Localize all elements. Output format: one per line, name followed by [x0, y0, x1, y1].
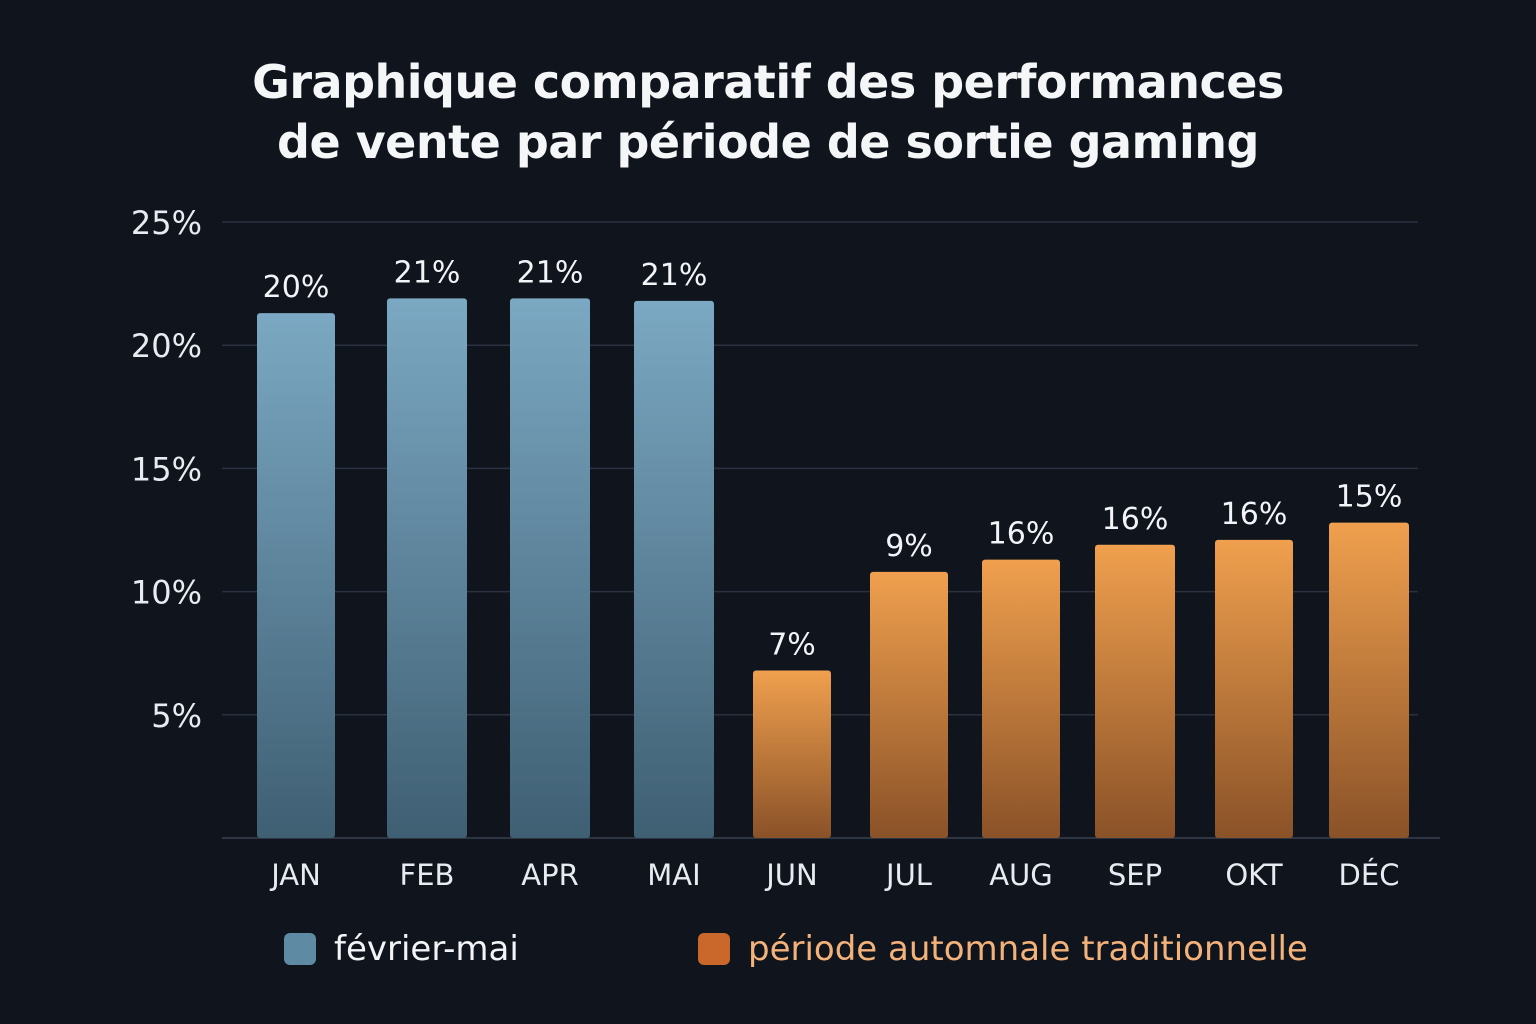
data-label-jun: 7%: [768, 627, 816, 662]
bar-apr[interactable]: [510, 298, 590, 838]
x-tick-label-jan: JAN: [269, 858, 321, 892]
bar-jan[interactable]: [257, 313, 335, 839]
bar-aug[interactable]: [982, 559, 1060, 838]
data-label-sep: 16%: [1102, 502, 1169, 537]
x-tick-label-feb: FEB: [400, 858, 455, 892]
bar-jul[interactable]: [870, 571, 948, 838]
data-label-apr: 21%: [517, 255, 584, 290]
y-tick-label: 25%: [131, 204, 202, 242]
y-axis-ticks: 5% 10% 15% 20% 25%: [131, 204, 202, 735]
y-tick-label: 10%: [131, 574, 202, 612]
data-labels: 20% 21% 21% 21% 7% 9% 16% 16% 16% 15%: [263, 255, 1403, 662]
legend-swatch-fevrier-mai: [284, 933, 316, 965]
x-tick-label-aug: AUG: [989, 858, 1053, 892]
bar-mai[interactable]: [634, 300, 714, 838]
data-label-déc: 15%: [1336, 480, 1403, 515]
chart-title-line-1: Graphique comparatif des performances: [252, 55, 1284, 109]
legend-label-periode-automnale: période automnale traditionnelle: [748, 929, 1308, 969]
x-tick-label-apr: APR: [521, 858, 578, 892]
chart-title-line-2: de vente par période de sortie gaming: [277, 115, 1259, 169]
x-tick-label-jul: JUL: [884, 858, 932, 892]
legend-item-fevrier-mai[interactable]: février-mai: [284, 926, 519, 972]
y-tick-label: 15%: [131, 450, 202, 488]
bar-déc[interactable]: [1329, 522, 1409, 838]
legend-label-fevrier-mai: février-mai: [334, 929, 519, 969]
data-label-aug: 16%: [988, 517, 1055, 552]
data-label-okt: 16%: [1221, 497, 1288, 532]
y-tick-label: 20%: [131, 327, 202, 365]
x-tick-label-mai: MAI: [647, 858, 700, 892]
bar-sep[interactable]: [1095, 544, 1175, 838]
bars: [257, 298, 1409, 839]
data-label-feb: 21%: [394, 255, 461, 290]
legend-swatch-periode-automnale: [698, 933, 730, 965]
bar-feb[interactable]: [387, 298, 467, 838]
data-label-jul: 9%: [885, 529, 933, 564]
legend: février-mai période automnale traditionn…: [0, 926, 1536, 976]
chart-title: Graphique comparatif des performances de…: [0, 52, 1536, 172]
data-label-jan: 20%: [263, 270, 330, 305]
bar-jun[interactable]: [753, 670, 831, 838]
x-tick-label-okt: OKT: [1225, 858, 1283, 892]
data-label-mai: 21%: [641, 258, 708, 293]
bar-okt[interactable]: [1215, 539, 1293, 838]
x-tick-label-déc: DÉC: [1339, 858, 1400, 892]
x-tick-label-sep: SEP: [1108, 858, 1162, 892]
legend-item-periode-automnale[interactable]: période automnale traditionnelle: [698, 926, 1308, 972]
y-tick-label: 5%: [151, 697, 202, 735]
x-axis-ticks: JAN FEB APR MAI JUN JUL AUG SEP OKT DÉC: [269, 858, 1399, 892]
x-tick-label-jun: JUN: [764, 858, 817, 892]
